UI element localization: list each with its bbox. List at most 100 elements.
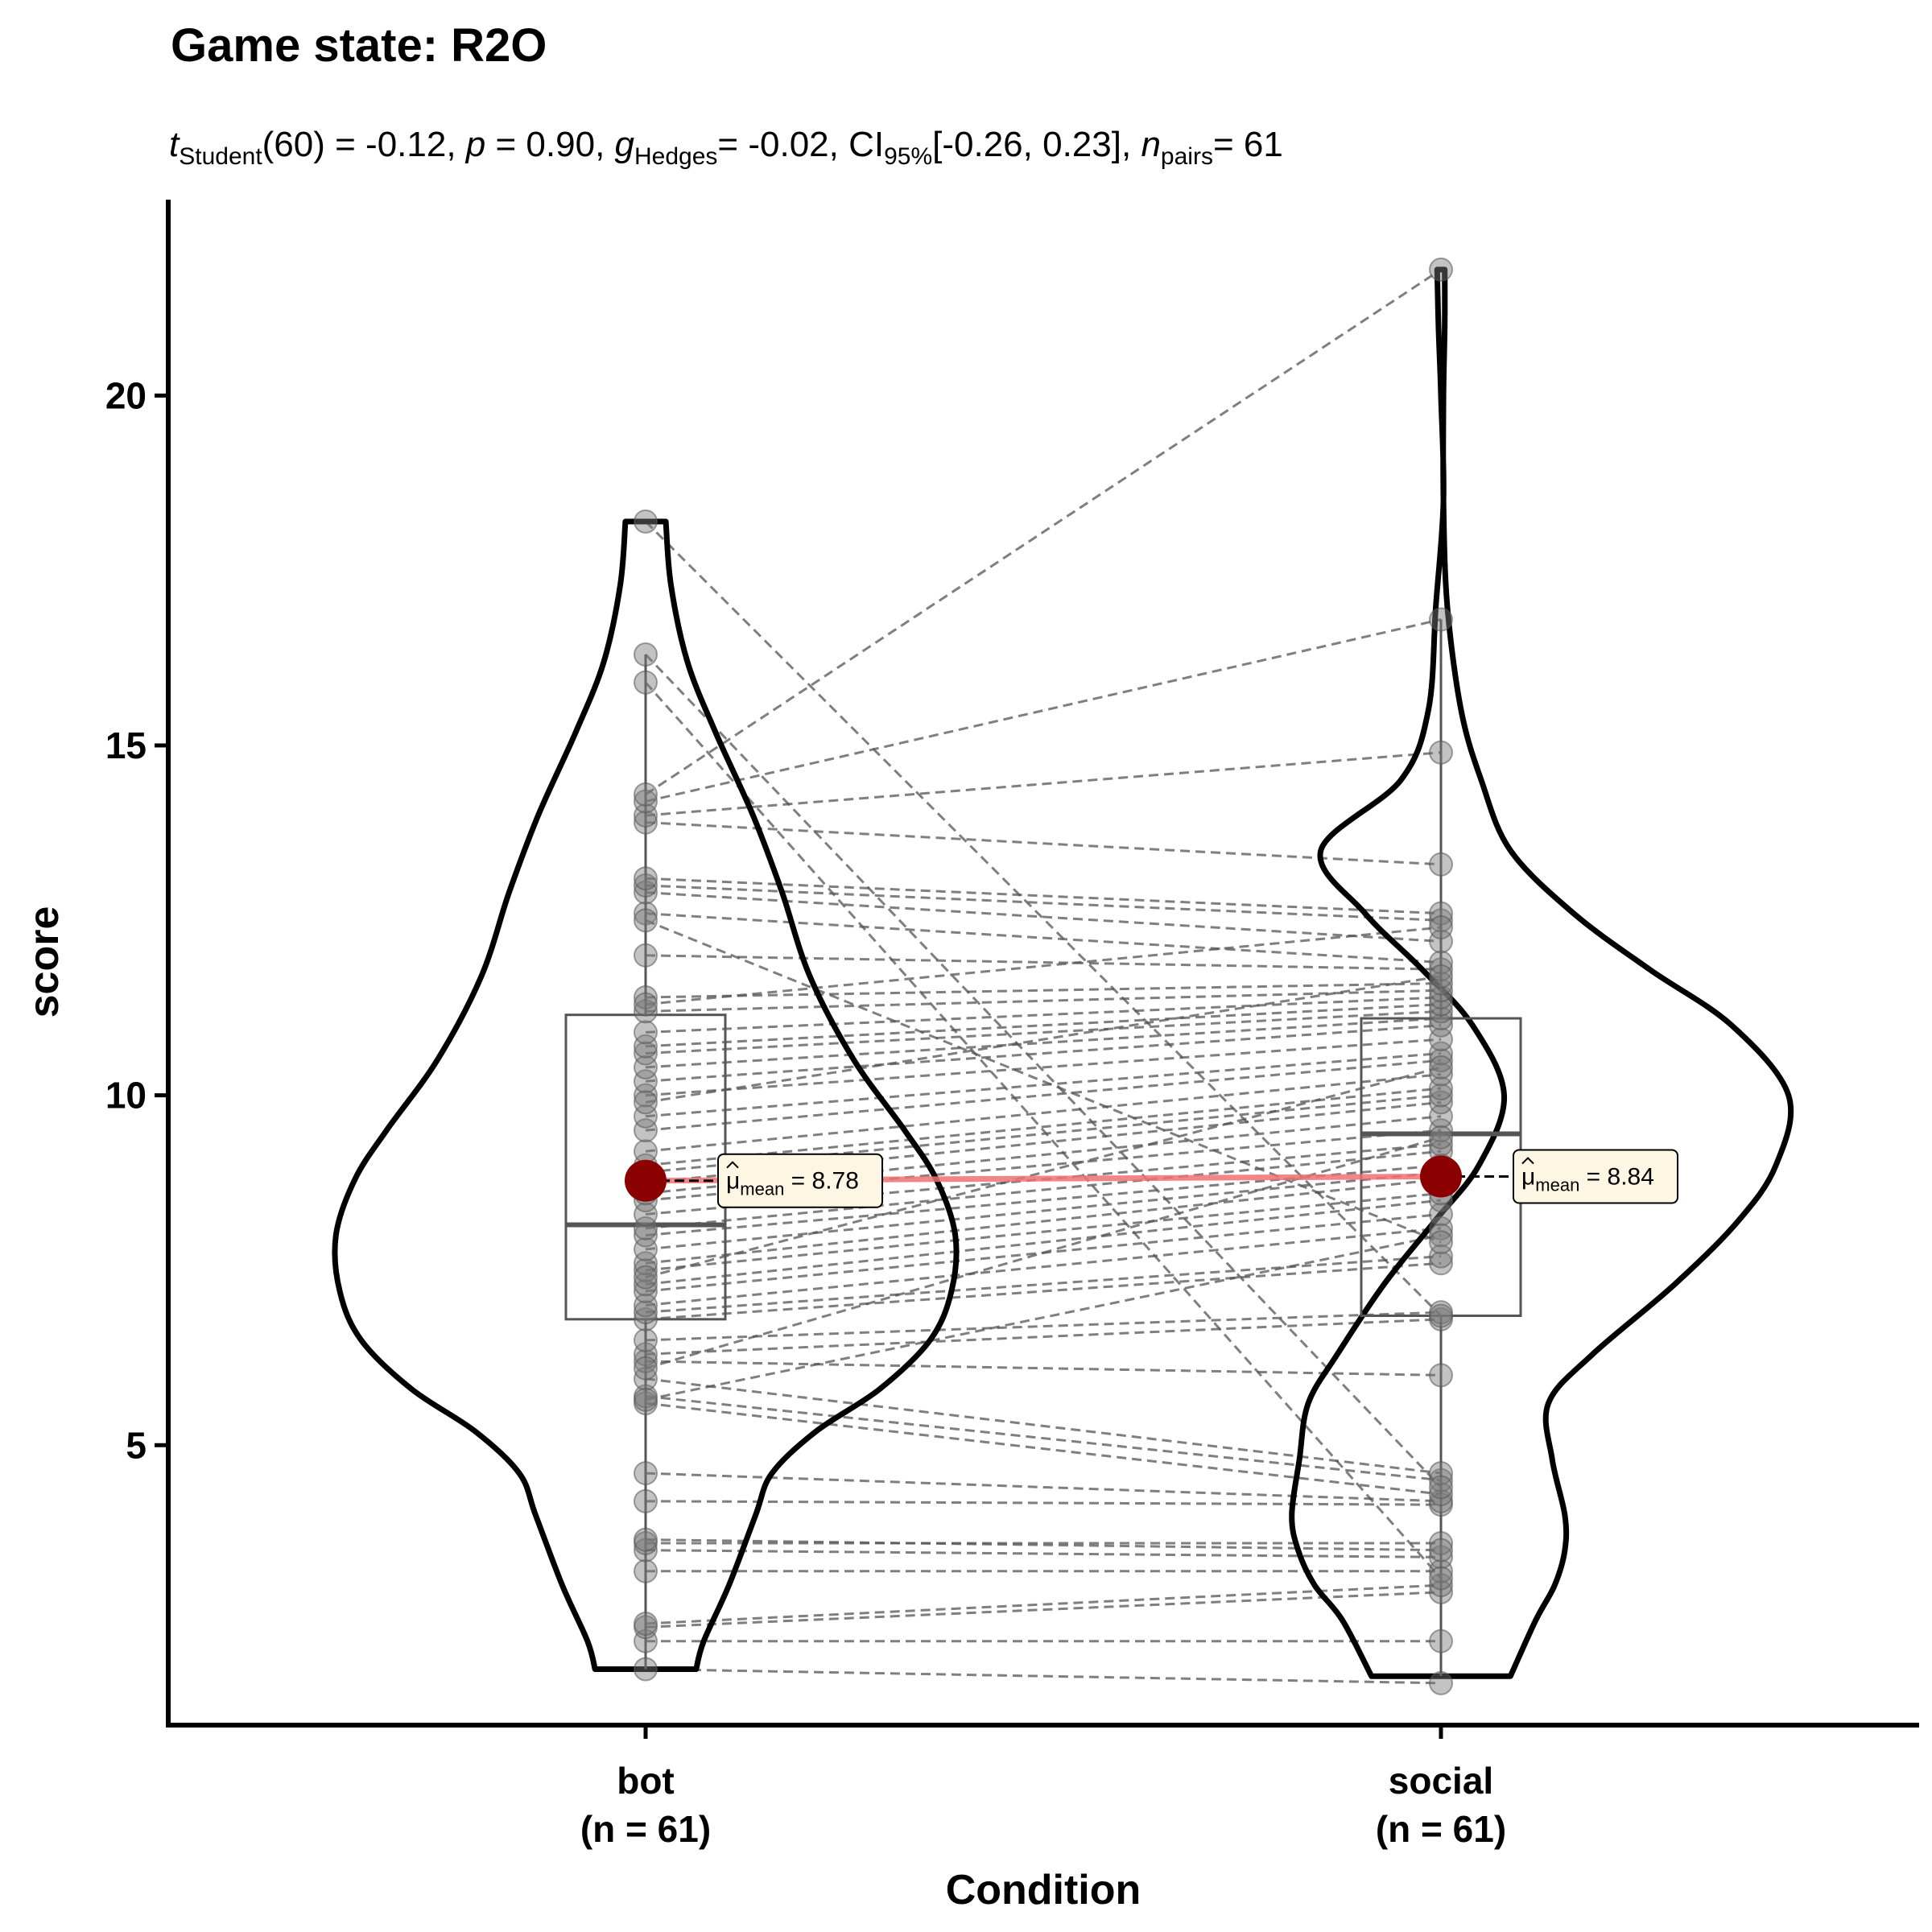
- point-bot: [634, 1236, 658, 1261]
- y-tick-label-10: 10: [105, 1075, 147, 1117]
- point-bot: [634, 670, 658, 695]
- violin-bot: [332, 518, 960, 1672]
- point-social: [1429, 1488, 1453, 1513]
- mean-hat-icon-bot: [726, 1161, 739, 1169]
- pair-line: [645, 1178, 1442, 1265]
- x-tick-count-bot: (n = 61): [580, 1808, 711, 1850]
- point-social: [1429, 1041, 1453, 1066]
- point-bot: [634, 1342, 658, 1367]
- point-social: [1429, 1027, 1453, 1052]
- pair-line: [645, 1094, 1442, 1174]
- pair-line: [645, 1087, 1442, 1167]
- violins: [332, 266, 1794, 1679]
- y-tick-label-20: 20: [105, 374, 147, 416]
- point-bot: [634, 1272, 658, 1297]
- x-tick-count-social: (n = 61): [1376, 1808, 1506, 1850]
- point-social: [1429, 1118, 1453, 1143]
- point-social: [1429, 950, 1453, 975]
- pair-line: [645, 1009, 1442, 1055]
- pair-line: [645, 1170, 1442, 1251]
- point-bot: [634, 908, 658, 933]
- point-social: [1429, 1062, 1453, 1087]
- pair-line: [645, 1472, 1442, 1503]
- mean-label-box-social: [1513, 1149, 1678, 1204]
- point-bot: [634, 992, 658, 1017]
- point-bot: [634, 1611, 658, 1636]
- point-bot: [634, 880, 658, 905]
- point-bot: [634, 1327, 658, 1352]
- point-bot: [634, 1139, 658, 1164]
- point-social: [1429, 1216, 1453, 1241]
- pair-line: [645, 975, 1442, 1104]
- pair-line: [645, 1549, 1442, 1558]
- pair-line: [645, 1255, 1442, 1314]
- pair-line: [645, 1129, 1442, 1202]
- pair-line: [645, 1261, 1442, 1321]
- point-bot: [634, 1265, 658, 1290]
- point-social: [1429, 1083, 1453, 1108]
- point-bot: [634, 1387, 658, 1412]
- point-social: [1429, 915, 1453, 940]
- point-bot: [634, 1216, 658, 1241]
- point-bot: [634, 1257, 658, 1282]
- x-axis-title: Condition: [946, 1867, 1141, 1913]
- point-social: [1429, 1530, 1453, 1555]
- point-bot: [634, 1657, 658, 1682]
- pair-line: [645, 1017, 1442, 1069]
- pair-line: [645, 877, 1442, 915]
- point-bot: [634, 509, 658, 534]
- point-social: [1429, 1482, 1453, 1507]
- point-social: [1429, 964, 1453, 989]
- point-social: [1429, 1055, 1453, 1080]
- x-tick-label-social: social: [1389, 1760, 1493, 1802]
- y-tick-label-5: 5: [126, 1424, 147, 1466]
- point-social: [1429, 1251, 1453, 1276]
- point-social: [1429, 1558, 1453, 1583]
- point-social: [1429, 1670, 1453, 1695]
- point-bot: [634, 985, 658, 1009]
- point-social: [1429, 908, 1453, 933]
- pair-line: [645, 996, 1442, 1034]
- point-bot: [634, 943, 658, 968]
- point-bot: [634, 1629, 658, 1653]
- pair-line: [644, 681, 1443, 1579]
- point-bot: [634, 1356, 658, 1381]
- pair-line: [645, 1402, 1442, 1496]
- mean-point-bot: [625, 1159, 667, 1202]
- y-axis-title: score: [21, 906, 68, 1018]
- pair-line: [645, 1073, 1442, 1153]
- pair-line: [645, 1150, 1442, 1230]
- point-social: [1429, 1104, 1453, 1129]
- pair-line: [645, 268, 1442, 796]
- boxplots: [564, 619, 1522, 1677]
- point-social: [1429, 957, 1453, 982]
- point-social: [1429, 740, 1453, 765]
- point-bot: [634, 1055, 658, 1080]
- pair-line: [645, 1115, 1442, 1195]
- pair-line: [645, 891, 1442, 943]
- point-social: [1429, 929, 1453, 954]
- point-social: [1429, 1125, 1453, 1150]
- pair-line: [645, 1059, 1442, 1132]
- pair-line: [645, 821, 1442, 866]
- pair-line: [645, 1024, 1442, 1083]
- point-social: [1429, 1303, 1453, 1328]
- point-bot: [634, 1461, 658, 1486]
- point-social: [1429, 1244, 1453, 1269]
- pair-line: [645, 884, 1442, 922]
- point-social: [1429, 985, 1453, 1009]
- point-social: [1429, 1566, 1453, 1591]
- mean-label-social: μmean = 8.84: [1521, 1163, 1654, 1195]
- point-bot: [634, 1488, 658, 1513]
- pair-line: [645, 1667, 1442, 1685]
- point-bot: [634, 1020, 658, 1045]
- pair-line: [645, 1318, 1442, 1356]
- point-bot: [634, 1034, 658, 1059]
- pair-line: [645, 982, 1442, 999]
- point-social: [1429, 1230, 1453, 1255]
- mean-label-box-bot: [717, 1153, 883, 1208]
- pair-line: [645, 1394, 1442, 1482]
- paired-lines: [644, 268, 1443, 1685]
- x-axis-ticks: bot (n = 61) social (n = 61): [580, 1725, 1506, 1850]
- point-bot: [634, 1293, 658, 1318]
